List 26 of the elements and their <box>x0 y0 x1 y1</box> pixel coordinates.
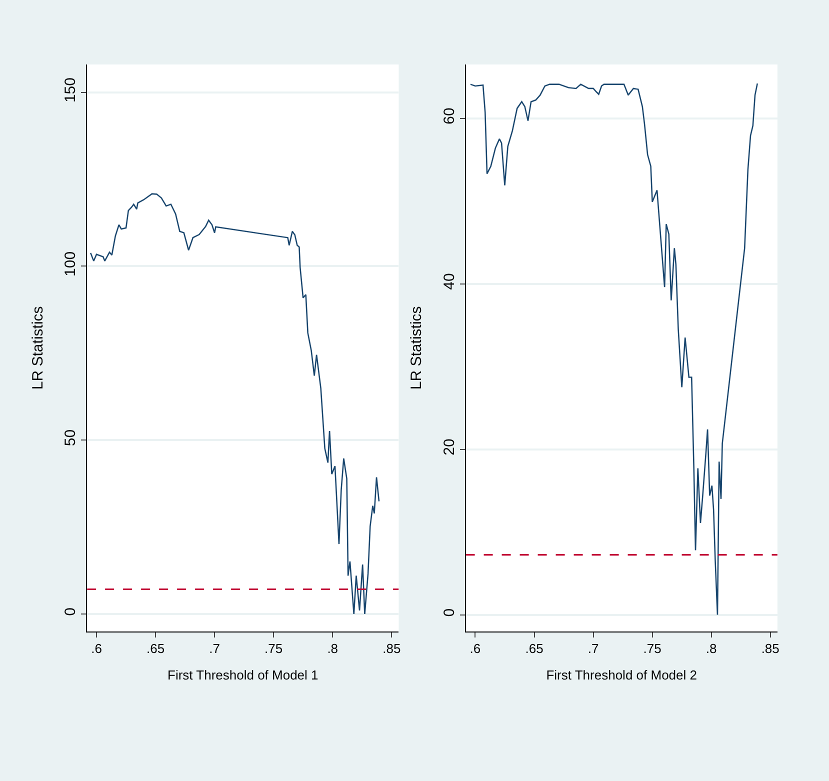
x-tick-label: .6 <box>91 640 102 656</box>
x-tick-label: .75 <box>643 640 662 656</box>
x-tick-label: .85 <box>382 640 401 656</box>
y-tick-label: 0 <box>62 608 80 616</box>
line-series <box>90 193 380 615</box>
x-tick-label: .65 <box>525 640 544 656</box>
line-series <box>470 82 758 616</box>
x-tick-label: .7 <box>588 640 599 656</box>
y-tick-label: 100 <box>62 251 80 276</box>
y-tick-label: 0 <box>440 608 458 617</box>
y-tick-label: 20 <box>440 438 458 456</box>
x-axis-title: First Threshold of Model 2 <box>546 668 698 683</box>
y-tick-label: 40 <box>440 273 458 290</box>
y-tick-label: 150 <box>62 78 80 103</box>
y-axis-title: LR Statistics <box>408 306 426 390</box>
y-tick-label: 50 <box>62 429 80 446</box>
y-axis-title: LR Statistics <box>29 306 46 390</box>
x-axis-title: First Threshold of Model 1 <box>168 668 318 683</box>
y-tick-label: 60 <box>440 108 458 124</box>
x-tick-label: .7 <box>209 640 220 656</box>
x-tick-label: .6 <box>470 640 481 656</box>
x-tick-label: .8 <box>706 640 717 656</box>
x-tick-label: .75 <box>264 640 283 656</box>
x-tick-label: .65 <box>146 640 165 656</box>
x-tick-label: .8 <box>327 640 338 656</box>
x-tick-label: .85 <box>761 640 780 656</box>
